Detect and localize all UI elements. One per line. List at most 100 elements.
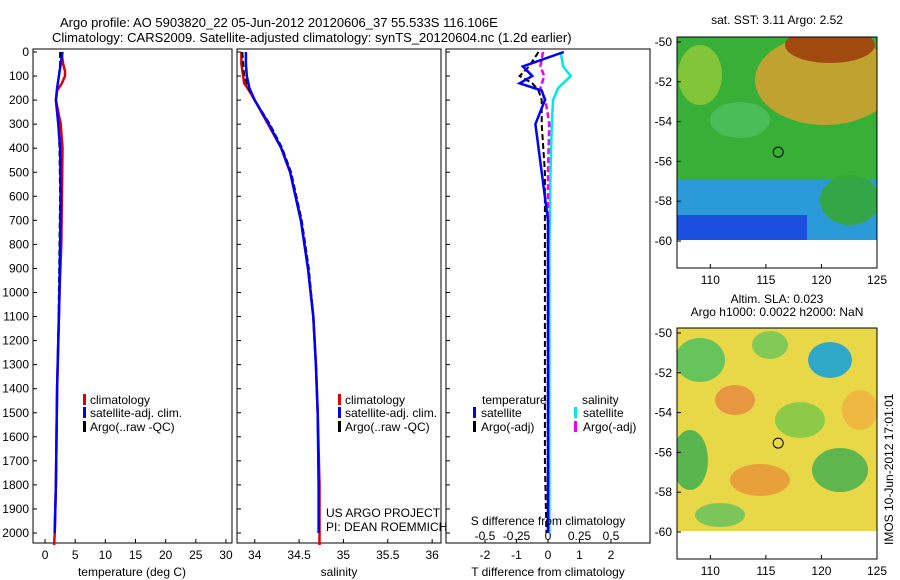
legend-label-t-satellite: satellite (481, 406, 522, 420)
depth-tick-label: 1300 (2, 358, 29, 372)
legend-swatch-argo (83, 421, 86, 432)
t-tick-label: 1 (576, 548, 583, 562)
depth-tick-label: 300 (9, 117, 29, 131)
lon-tick-label: 110 (701, 273, 720, 287)
depth-tick-label: 1900 (2, 502, 29, 516)
float-position-marker (772, 437, 784, 449)
sla-field-patch (752, 331, 788, 359)
legend-label-s-argo: Argo(-adj) (583, 420, 636, 434)
sla-field-patch (842, 390, 877, 430)
t-tick-label: 2 (608, 548, 615, 562)
lat-tick-label: -60 (655, 234, 673, 248)
sst-map (676, 36, 878, 269)
salinity-diff-satellite-line (548, 51, 573, 533)
depth-tick-label: 900 (9, 261, 29, 275)
project-note: US ARGO PROJECT (326, 506, 441, 520)
lat-tick-label: -60 (655, 525, 673, 539)
legend-swatch-t-argo (473, 421, 476, 432)
t-tick-label: -2 (480, 548, 491, 562)
t-tick-label: -1 (511, 548, 522, 562)
legend-swatch-satellite (83, 407, 86, 418)
sla-field-patch (695, 503, 745, 527)
salinity-legend: climatology satellite-adj. clim. Argo(..… (338, 393, 437, 434)
legend-swatch-t-satellite (473, 407, 476, 418)
x-tick-label: 34 (248, 548, 262, 562)
legend-label-satellite: satellite-adj. clim. (345, 406, 437, 420)
salinity-argo-line (241, 51, 320, 533)
salinity-diff-argo-line (539, 51, 551, 533)
depth-axis: 0 100 200 300 400 500 600 700 800 900 1000 1100 1200… (2, 45, 450, 540)
difference-series (516, 50, 573, 534)
sla-map (676, 327, 878, 560)
t-tick-label: 0 (545, 548, 552, 562)
x-tick-label: 20 (159, 548, 173, 562)
lat-tick-label: -50 (655, 326, 673, 340)
legend-label-climatology: climatology (345, 393, 405, 407)
legend-swatch-climatology (83, 394, 86, 405)
depth-tick-label: 500 (9, 165, 29, 179)
s-tick-label: 0.25 (568, 529, 592, 543)
legend-label-climatology: climatology (90, 393, 150, 407)
x-tick-label: 34.5 (287, 548, 311, 562)
lat-tick-label: -52 (655, 75, 673, 89)
s-tick-label: 0.5 (603, 529, 620, 543)
figure-title-line2: Climatology: CARS2009. Satellite-adjuste… (52, 30, 572, 45)
sla-field-patch (808, 342, 852, 378)
pi-note: PI: DEAN ROEMMICH (326, 520, 447, 534)
sla-field-patch (812, 448, 868, 492)
temperature-axis-label: temperature (deg C) (78, 565, 186, 579)
depth-tick-label: 1800 (2, 478, 29, 492)
depth-tick-label: 1500 (2, 406, 29, 420)
x-tick-label: 30 (219, 548, 233, 562)
legend-label-t-argo: Argo(-adj) (481, 420, 534, 434)
sla-map-frame (676, 327, 878, 560)
salinity-series (240, 51, 321, 545)
lat-tick-label: -50 (655, 35, 673, 49)
legend-title-temperature: temperature (482, 393, 547, 407)
x-tick-label: 5 (72, 548, 79, 562)
depth-tick-label: 1600 (2, 430, 29, 444)
x-tick-label: 10 (99, 548, 113, 562)
map-axes: -50 -52 -54 -56 -58 -60 110 115 120 125 -50 -52 -54 -… (655, 35, 888, 578)
depth-tick-label: 1700 (2, 454, 29, 468)
legend-label-s-satellite: satellite (583, 406, 624, 420)
s-tick-label: -0.25 (503, 529, 531, 543)
temperature-satellite-line (53, 51, 64, 534)
temperature-legend: climatology satellite-adj. clim. Argo(..… (83, 393, 182, 434)
legend-swatch-argo (338, 421, 341, 432)
lat-tick-label: -56 (655, 154, 673, 168)
salinity-panel-frame (236, 48, 442, 544)
sst-map-title: sat. SST: 3.11 Argo: 2.52 (711, 13, 843, 27)
lon-tick-label: 125 (867, 273, 887, 287)
depth-tick-label: 1200 (2, 334, 29, 348)
lat-tick-label: -54 (655, 115, 673, 129)
lat-tick-label: -54 (655, 406, 673, 420)
depth-tick-label: 600 (9, 189, 29, 203)
x-tick-label: 15 (129, 548, 143, 562)
x-tick-label: 35.5 (376, 548, 400, 562)
temperature-diff-argo-line (517, 51, 548, 534)
temperature-diff-satellite-line (516, 50, 565, 533)
sla-map-title: Altim. SLA: 0.023 (731, 292, 824, 306)
depth-tick-label: 400 (9, 141, 29, 155)
depth-tick-label: 1400 (2, 382, 29, 396)
legend-label-argo: Argo(..raw -QC) (345, 420, 430, 434)
float-position-marker (772, 146, 784, 158)
s-tick-label: 0 (545, 529, 552, 543)
legend-swatch-satellite (338, 407, 341, 418)
legend-swatch-s-satellite (574, 407, 577, 418)
sla-field-patch (715, 385, 755, 415)
sst-field-patch (820, 175, 877, 225)
lon-tick-label: 125 (867, 564, 887, 578)
lat-tick-label: -56 (655, 445, 673, 459)
legend-swatch-climatology (338, 394, 341, 405)
depth-tick-label: 0 (22, 45, 29, 59)
difference-legend: temperature salinity satellite Argo(-adj… (473, 393, 636, 434)
lat-tick-label: -58 (655, 194, 673, 208)
sst-field-patch (678, 45, 722, 105)
lon-tick-label: 120 (811, 273, 831, 287)
s-difference-axis-label: S difference from climatology (471, 514, 626, 528)
difference-axes: -2 -1 0 1 2 -0.5 -0.25 0 0.25 0.5 (475, 529, 620, 562)
x-tick-label: 36 (425, 548, 439, 562)
